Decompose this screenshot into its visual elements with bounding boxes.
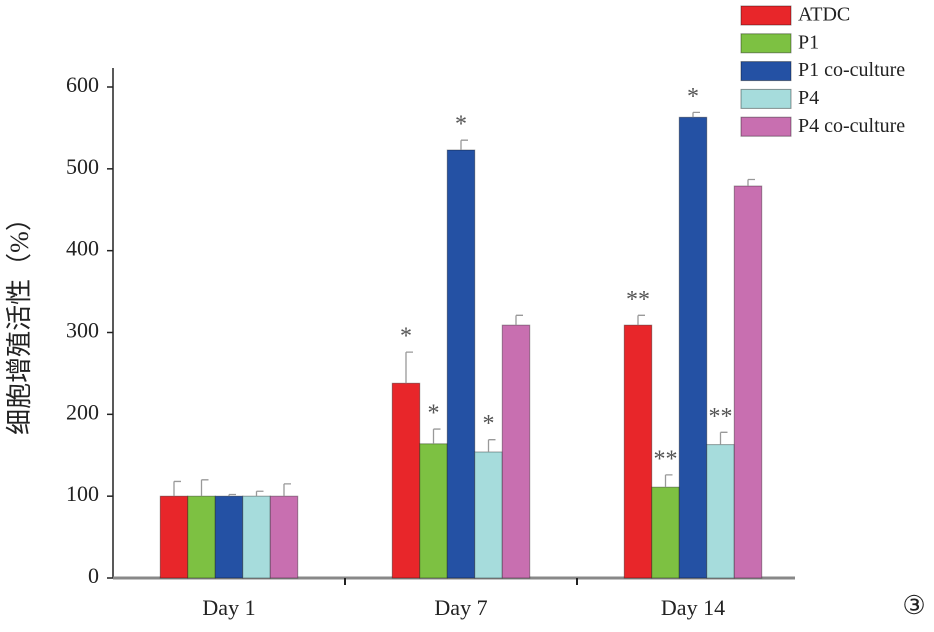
significance-label: **	[709, 404, 733, 430]
panel-label: ③	[902, 591, 925, 620]
bar	[623, 324, 653, 579]
error-bar	[255, 490, 264, 497]
significance-label: *	[687, 84, 699, 110]
error-bar	[200, 479, 209, 497]
error-bar	[228, 493, 236, 497]
legend-label: P4	[798, 87, 819, 109]
significance-label: *	[483, 411, 495, 437]
y-tick-label: 100	[66, 481, 99, 506]
legend-swatch	[740, 116, 792, 137]
bar	[419, 443, 448, 579]
significance-label: **	[626, 287, 650, 313]
bar	[733, 185, 763, 579]
legend-swatch	[740, 33, 792, 54]
bar	[678, 116, 708, 579]
y-tick-label: 300	[66, 318, 99, 343]
bar	[706, 444, 735, 579]
bar	[391, 382, 421, 579]
significance-label: **	[654, 446, 678, 472]
error-bar	[664, 474, 673, 488]
y-axis-label: 细胞增殖活性（%）	[5, 205, 34, 435]
error-bar	[405, 351, 413, 384]
legend-swatch	[740, 88, 792, 109]
bar	[474, 451, 503, 579]
significance-label: *	[455, 112, 467, 138]
error-bar	[487, 439, 496, 452]
x-tick-label: Day 1	[202, 595, 255, 620]
legend-swatch	[740, 5, 792, 26]
error-bar	[719, 431, 728, 445]
legend-swatch	[740, 61, 792, 82]
bar	[501, 324, 531, 579]
bar	[214, 495, 244, 579]
legend-label: P4 co-culture	[798, 115, 905, 137]
y-tick-label: 500	[66, 154, 99, 179]
x-tick-label: Day 14	[661, 595, 725, 620]
significance-label: *	[428, 401, 440, 427]
error-bar	[173, 480, 181, 497]
y-tick-label: 400	[66, 236, 99, 261]
bar	[187, 495, 216, 579]
error-bar	[283, 483, 291, 497]
error-bar	[637, 314, 645, 326]
error-bar	[692, 111, 700, 118]
significance-label: *	[400, 324, 412, 350]
error-bar	[432, 428, 441, 444]
error-bar	[515, 314, 523, 326]
legend-label: P1 co-culture	[798, 59, 905, 81]
bar	[446, 149, 476, 579]
legend-label: P1	[798, 31, 819, 53]
bar	[651, 486, 680, 579]
y-tick-label: 0	[88, 563, 99, 588]
error-bar	[747, 178, 755, 187]
bar	[269, 495, 299, 579]
x-tick-label: Day 7	[434, 595, 487, 620]
error-bar	[460, 139, 468, 151]
bar	[242, 495, 271, 579]
legend-label: ATDC	[798, 4, 850, 26]
y-tick-label: 200	[66, 399, 99, 424]
bar	[159, 495, 189, 579]
y-tick-label: 600	[66, 72, 99, 97]
